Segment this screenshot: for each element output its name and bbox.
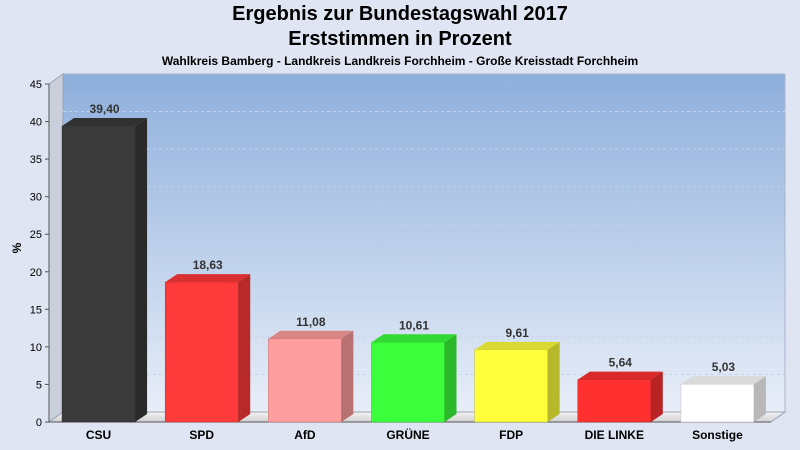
bar-front [577, 379, 652, 423]
bar-side [547, 341, 560, 422]
x-category-label: GRÜNE [386, 427, 429, 442]
bar-front [680, 383, 755, 423]
y-tick-label: 10 [30, 342, 42, 354]
y-tick-label: 35 [30, 154, 42, 166]
bar-top [577, 371, 663, 380]
bar-top [680, 376, 766, 385]
bar-top [165, 274, 251, 283]
bar-side [341, 330, 354, 422]
chart-title: Ergebnis zur Bundestagswahl 2017 [232, 3, 568, 25]
bar-top [474, 341, 560, 350]
bar-side [444, 334, 457, 422]
bar-side [135, 118, 148, 422]
bar [474, 341, 560, 423]
bar [680, 376, 766, 423]
y-tick-label: 45 [30, 79, 42, 91]
bar-value-label: 5,03 [712, 360, 736, 374]
y-tick-label: 20 [30, 267, 42, 279]
bar-value-label: 11,08 [296, 315, 326, 329]
bar-side [650, 371, 663, 422]
x-category-label: DIE LINKE [585, 428, 644, 442]
bar [577, 371, 663, 423]
bar-front [371, 342, 445, 423]
y-tick-label: 5 [36, 379, 42, 391]
bar-front [268, 338, 342, 423]
y-tick-label: 0 [36, 417, 42, 429]
bar-top [62, 118, 148, 127]
bar [61, 118, 148, 423]
y-tick-label: 25 [30, 229, 42, 241]
x-category-label: SPD [189, 428, 214, 442]
bar-front [474, 349, 548, 423]
y-axis-label: % [10, 242, 24, 253]
bars [61, 118, 766, 423]
x-category-label: CSU [86, 428, 111, 442]
bar-value-label: 10,61 [399, 318, 429, 332]
chart-subtitle: Erststimmen in Prozent [288, 28, 512, 50]
bar-side [238, 274, 251, 422]
chart-region-label: Wahlkreis Bamberg - Landkreis Landkreis … [161, 54, 639, 68]
x-category-label: FDP [499, 428, 523, 442]
labels: 39,40 CSU 18,63 SPD 11,08 AfD 10,61 GRÜNE 9,61 FD… [86, 102, 743, 442]
bar-top [268, 330, 354, 339]
bar-side [753, 376, 766, 422]
bar-front [164, 281, 239, 423]
bar-value-label: 18,63 [193, 258, 223, 272]
x-category-label: Sonstige [692, 428, 743, 442]
bar [164, 274, 251, 423]
bar [371, 334, 457, 423]
y-tick-label: 30 [30, 192, 42, 204]
y-tick-label: 40 [30, 117, 42, 129]
x-category-label: AfD [294, 428, 316, 442]
y-tick-label: 15 [30, 304, 42, 316]
plot-side-wall [48, 73, 64, 423]
bar-value-label: 39,40 [90, 102, 120, 116]
bar-front [61, 125, 136, 423]
bar-value-label: 5,64 [609, 356, 633, 370]
bar-value-label: 9,61 [505, 326, 529, 340]
bar-top [371, 334, 457, 343]
bar [268, 330, 354, 423]
